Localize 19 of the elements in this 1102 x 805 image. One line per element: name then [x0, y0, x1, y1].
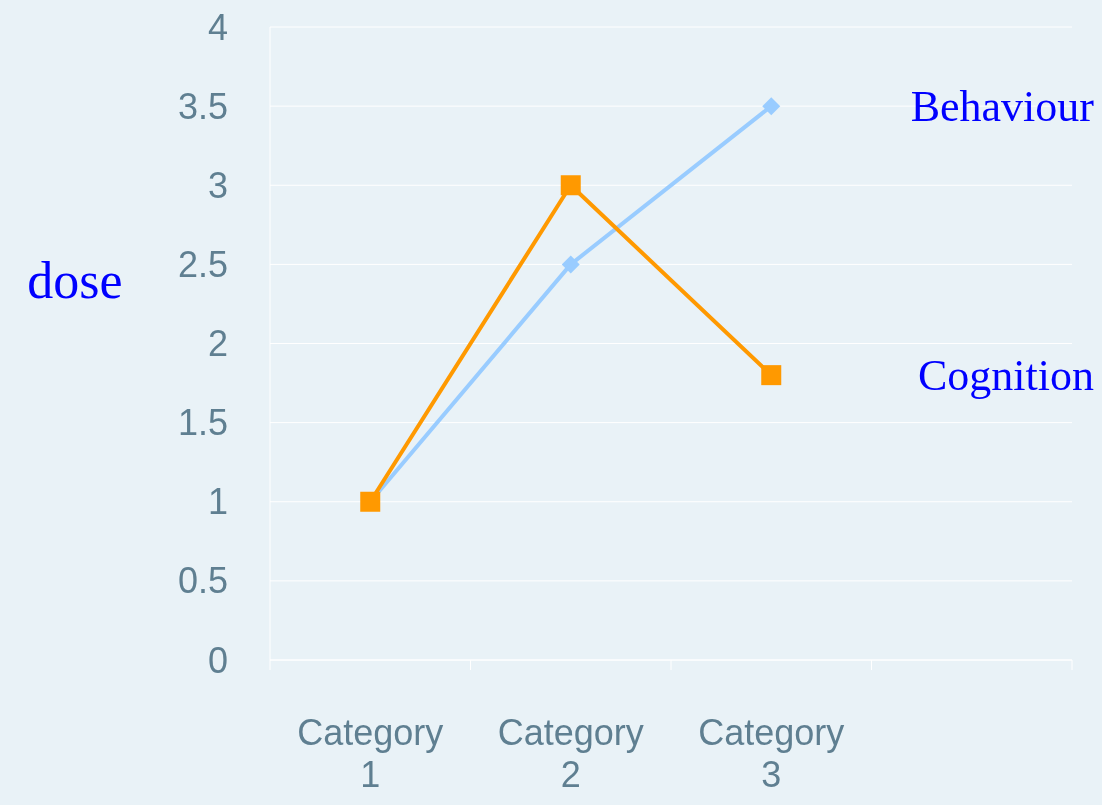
- y-tick-label: 3: [207, 164, 228, 206]
- point: [762, 97, 781, 116]
- y-tick-label: 0.5: [177, 560, 228, 602]
- y-tick-label: 0: [207, 639, 228, 681]
- point: [761, 365, 782, 386]
- y-tick-label: 2.5: [177, 243, 228, 285]
- point: [561, 255, 580, 274]
- y-axis-title: dose: [27, 251, 123, 309]
- x-tick-label: Category 1: [297, 712, 444, 795]
- x-tick-label: Category 2: [497, 712, 644, 795]
- text: Behaviour: [910, 81, 1095, 131]
- y-tick-label: 4: [207, 6, 228, 48]
- y-tick-label: 3.5: [177, 85, 228, 127]
- x-tick-label: Category 3: [698, 712, 845, 795]
- y-tick-label: 1: [207, 481, 228, 523]
- y-tick-label: 2: [207, 323, 228, 364]
- y-tick-label: 1.5: [177, 402, 228, 444]
- text: Cognition: [917, 350, 1094, 400]
- point: [560, 175, 581, 196]
